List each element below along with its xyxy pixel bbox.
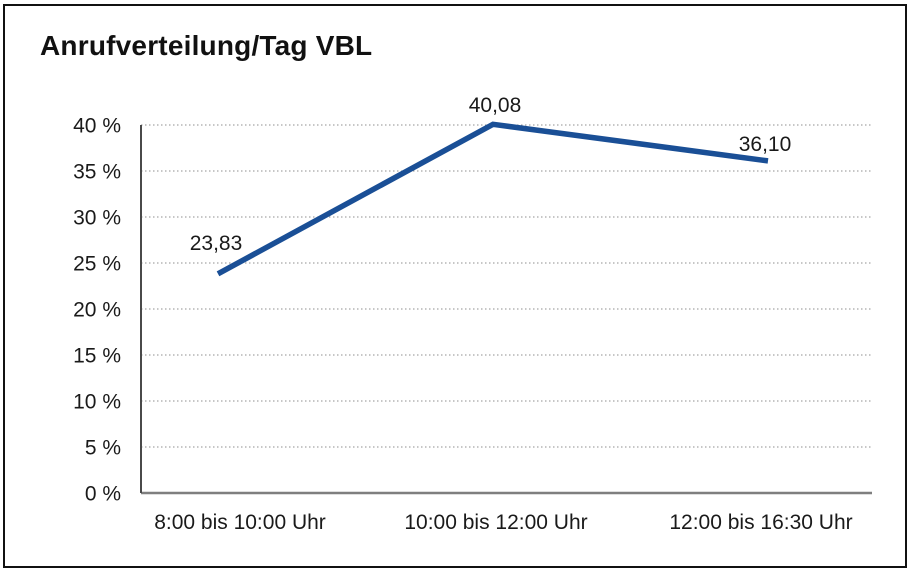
x-tick-label: 10:00 bis 12:00 Uhr [404,511,587,534]
x-tick-label: 8:00 bis 10:00 Uhr [154,511,326,534]
chart-title: Anrufverteilung/Tag VBL [40,30,373,61]
y-tick-label: 5 % [85,436,121,459]
y-tick-label: 35 % [73,160,121,183]
x-tick-label: 12:00 bis 16:30 Uhr [669,511,852,534]
y-tick-label: 30 % [73,206,121,229]
y-tick-label: 15 % [73,344,121,367]
y-tick-label: 10 % [73,390,121,413]
data-label: 40,08 [469,94,522,117]
y-tick-label: 40 % [73,114,121,137]
y-tick-label: 0 % [85,482,121,505]
y-tick-label: 20 % [73,298,121,321]
series-line [216,121,769,277]
chart-frame [3,4,907,568]
data-label: 23,83 [190,232,243,255]
data-label: 36,10 [739,133,792,156]
y-tick-label: 25 % [73,252,121,275]
